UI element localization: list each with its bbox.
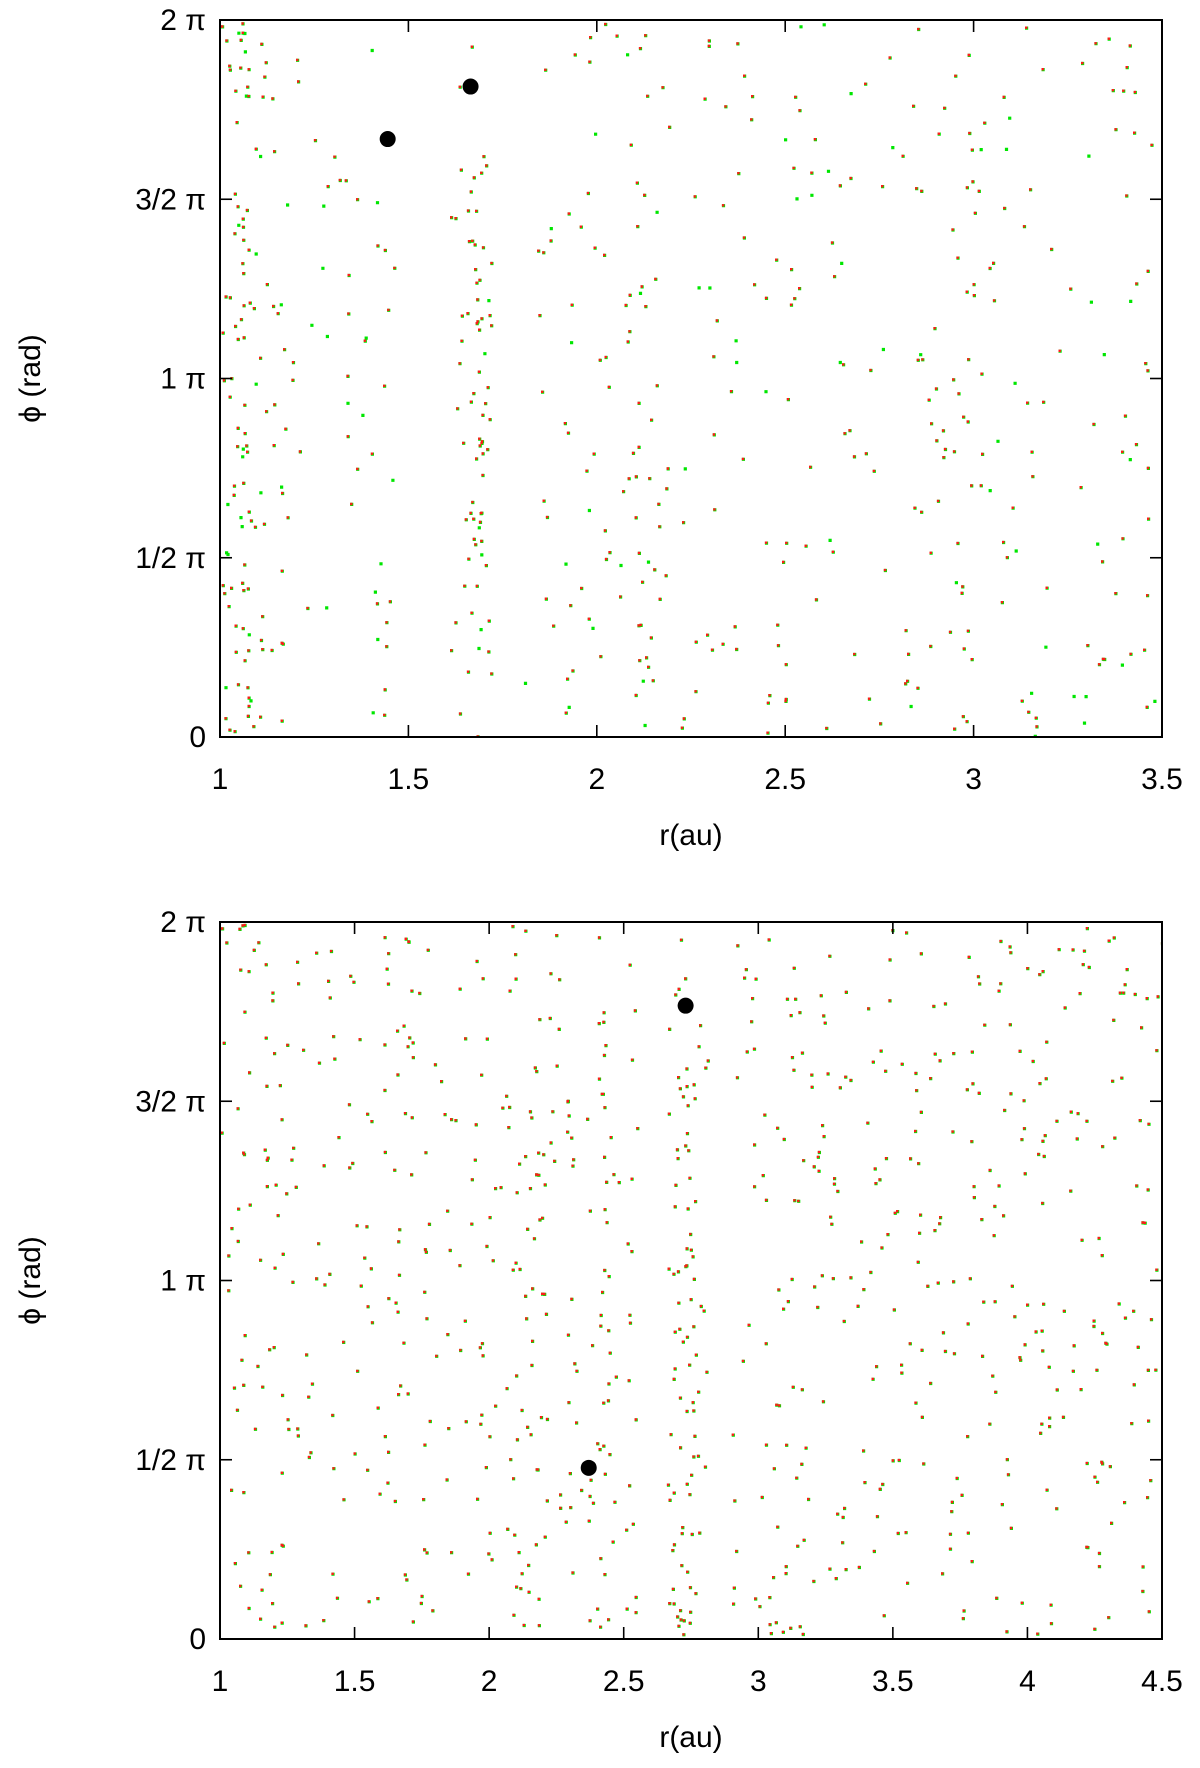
x-tick-label: 1.5 <box>388 763 430 796</box>
scatter-series-red-1 <box>221 22 1153 739</box>
chart-panel-2: 1 1.5 2 2.5 3 3.5 4 4.5 0 1/2 π 1 π 3/2 π 2 π r(au) ϕ … <box>14 906 1183 1754</box>
x-tick-label: 1.5 <box>334 1665 376 1698</box>
x-tick-label: 2.5 <box>603 1665 645 1698</box>
y-tick-label: 1/2 π <box>135 1444 206 1477</box>
planet-marker-2-1 <box>581 1460 597 1476</box>
x-tick-label: 3.5 <box>1141 763 1183 796</box>
y-axis-title: ϕ (rad) <box>14 334 47 422</box>
y-tick-label: 2 π <box>160 4 206 37</box>
planet-marker-1-2 <box>463 79 479 95</box>
y-tick-label: 1 π <box>160 363 206 396</box>
planet-marker-1-1 <box>380 131 396 147</box>
x-axis-title: r(au) <box>659 819 722 852</box>
x-tick-label: 3 <box>750 1665 767 1698</box>
x-tick-label: 3 <box>965 763 982 796</box>
chart-panel-1: 1 1.5 2 2.5 3 3.5 0 1/2 π 1 π 3/2 π 2 π r(au) ϕ (rad… <box>14 4 1183 852</box>
x-tick-label: 2 <box>588 763 605 796</box>
x-tick-label: 1 <box>212 763 229 796</box>
x-tick-label: 3.5 <box>872 1665 914 1698</box>
y-tick-label: 3/2 π <box>135 183 206 216</box>
plot-frame <box>220 20 1162 737</box>
plot-frame <box>220 922 1162 1639</box>
y-tick-label: 1/2 π <box>135 542 206 575</box>
x-tick-label: 4 <box>1019 1665 1036 1698</box>
scatter-series-green-1 <box>221 22 1157 740</box>
y-tick-label: 2 π <box>160 906 206 939</box>
y-axis-title: ϕ (rad) <box>14 1236 47 1324</box>
x-axis-title: r(au) <box>659 1721 722 1754</box>
x-tick-label: 2.5 <box>764 763 806 796</box>
x-tick-label: 1 <box>212 1665 229 1698</box>
y-tick-label: 0 <box>189 1623 206 1656</box>
y-tick-label: 3/2 π <box>135 1085 206 1118</box>
x-tick-label: 2 <box>481 1665 498 1698</box>
scatter-series-red-2 <box>221 924 1164 1641</box>
y-tick-label: 0 <box>189 721 206 754</box>
x-tick-label: 4.5 <box>1141 1665 1183 1698</box>
y-tick-label: 1 π <box>160 1265 206 1298</box>
planet-marker-2-2 <box>678 998 694 1014</box>
